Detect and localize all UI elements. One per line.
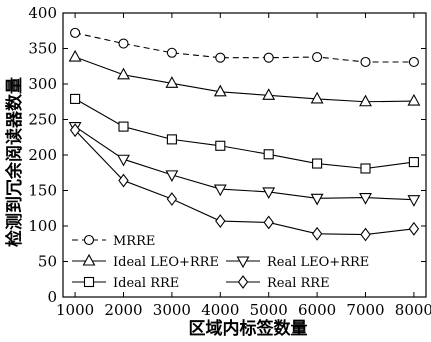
y-tick-label: 200	[28, 146, 57, 164]
legend-marker	[83, 276, 95, 288]
x-tick-label: 3000	[153, 301, 191, 319]
y-tick-label: 50	[38, 253, 57, 271]
data-point	[213, 184, 227, 197]
data-point	[165, 170, 179, 183]
series-line	[74, 98, 414, 170]
data-point	[312, 158, 323, 169]
data-point	[118, 173, 129, 188]
legend-marker	[236, 256, 250, 269]
legend-label: Real RRE	[267, 276, 330, 291]
data-point	[215, 140, 226, 151]
data-point	[312, 51, 323, 63]
data-point	[117, 154, 130, 167]
data-point	[70, 27, 81, 38]
y-tick-label: 100	[28, 217, 57, 235]
data-point	[118, 121, 129, 132]
data-point	[262, 88, 276, 100]
series-line	[74, 126, 414, 201]
data-point	[215, 214, 226, 228]
legend-entry: MRRE	[72, 234, 155, 249]
y-tick-label: 300	[28, 75, 57, 93]
data-point	[407, 195, 421, 207]
series-mrre	[70, 27, 419, 68]
x-tick-label: 6000	[298, 301, 336, 319]
data-point	[360, 56, 371, 68]
x-tick-label: 8000	[395, 301, 431, 319]
data-point	[360, 227, 371, 242]
data-point	[408, 56, 419, 68]
data-point	[263, 215, 274, 230]
data-point	[408, 221, 420, 236]
y-tick-label: 0	[47, 288, 57, 306]
legend-label: Ideal LEO+RRE	[113, 255, 219, 270]
x-tick-label: 5000	[250, 301, 288, 319]
series-ideal-rre	[70, 93, 419, 174]
series-line	[74, 32, 414, 63]
legend-marker	[83, 234, 95, 246]
data-point	[118, 38, 129, 49]
legend: MRRE Ideal LEO+RRE Real LEO+RRE Ideal RRE Re…	[72, 234, 369, 291]
series-layer	[68, 27, 421, 242]
legend-entry: Ideal LEO+RRE	[72, 253, 219, 270]
data-point	[310, 193, 324, 206]
legend-label: Ideal RRE	[113, 276, 179, 291]
data-point	[166, 134, 177, 145]
legend-label: Real LEO+RRE	[267, 255, 369, 270]
y-axis-title: 检测到冗余阅读器数量	[4, 77, 25, 247]
series-line	[74, 129, 414, 236]
series-real-leo-rre	[68, 122, 421, 207]
data-point	[408, 157, 419, 168]
data-point	[311, 226, 323, 241]
data-point	[407, 93, 421, 106]
data-point	[359, 193, 372, 205]
data-point	[262, 187, 276, 200]
axis-ticks: 0 50 100 150 200 250 300 350 400 1000 2000 3000 4000…	[28, 4, 431, 319]
data-point	[166, 47, 177, 58]
legend-marker	[82, 253, 96, 266]
x-axis-title: 区域内标签数量	[189, 318, 308, 339]
y-tick-label: 350	[28, 40, 57, 58]
legend-label: MRRE	[113, 234, 155, 249]
data-point	[359, 94, 372, 107]
data-point	[165, 76, 179, 88]
data-point	[263, 52, 274, 63]
data-point	[213, 84, 227, 97]
legend-entry: Real LEO+RRE	[226, 255, 369, 270]
series-ideal-leo-rre	[68, 49, 421, 107]
series-real-rre	[69, 123, 420, 242]
x-tick-label: 4000	[201, 301, 239, 319]
data-point	[117, 67, 130, 80]
data-point	[263, 149, 274, 160]
data-point	[69, 123, 81, 138]
data-point	[360, 163, 371, 174]
data-point	[215, 52, 226, 63]
data-point	[166, 192, 178, 206]
y-tick-label: 400	[28, 4, 57, 22]
legend-marker	[237, 275, 249, 289]
data-point	[70, 93, 81, 104]
legend-entry: Ideal RRE	[72, 276, 179, 291]
series-line	[74, 56, 414, 103]
data-point	[310, 91, 324, 104]
x-tick-label: 2000	[104, 301, 142, 319]
x-tick-label: 7000	[346, 301, 384, 319]
y-tick-label: 150	[28, 182, 57, 200]
x-tick-label: 1000	[56, 301, 94, 319]
data-point	[68, 49, 82, 62]
y-tick-label: 250	[28, 111, 57, 129]
legend-entry: Real RRE	[226, 275, 330, 291]
